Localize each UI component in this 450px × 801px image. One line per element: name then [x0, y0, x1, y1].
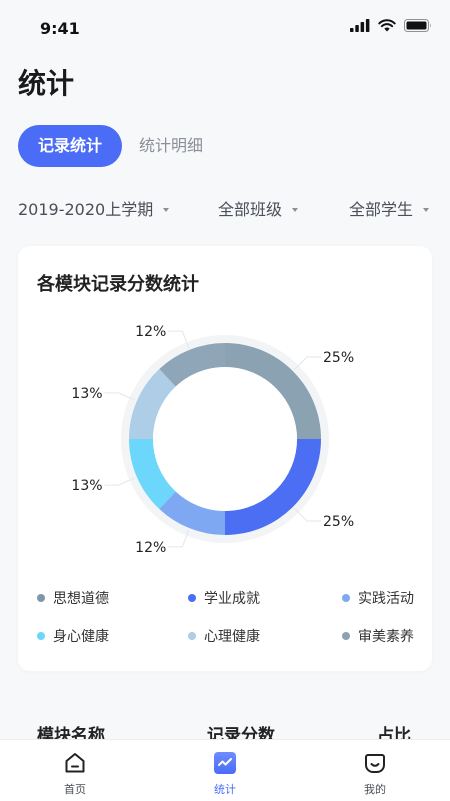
legend-dot	[37, 594, 45, 602]
legend-item: 审美素养	[342, 626, 414, 646]
slice-value-label: 25%	[323, 350, 354, 366]
term-filter-label: 2019-2020上学期	[18, 200, 154, 219]
slice-value-label: 13%	[71, 478, 102, 494]
caret-down-icon	[292, 207, 299, 212]
chart-card: 各模块记录分数统计 25% 25% 12% 13% 13% 12% 思想道德 学业成就 实践活…	[18, 246, 432, 671]
legend-label: 学业成就	[204, 591, 260, 607]
legend-item: 学业成就	[188, 588, 260, 608]
legend-item: 心理健康	[188, 626, 260, 646]
donut-slice	[225, 439, 321, 535]
label-leader-line	[293, 356, 322, 371]
donut-slice	[159, 491, 225, 535]
legend-dot	[188, 632, 196, 640]
legend-label: 心理健康	[204, 629, 260, 645]
slice-value-label: 25%	[323, 514, 354, 530]
home-icon	[65, 753, 85, 773]
donut-slice	[129, 369, 176, 439]
donut-hole	[153, 367, 297, 511]
legend-label: 审美素养	[358, 629, 414, 645]
legend-label: 身心健康	[53, 629, 109, 645]
battery-icon	[404, 19, 431, 32]
donut-slice	[159, 343, 225, 387]
legend-dot	[188, 594, 196, 602]
donut-chart: 25% 25% 12% 13% 13% 12%	[71, 324, 354, 556]
legend-dot	[342, 594, 350, 602]
legend-dot	[342, 632, 350, 640]
page-title: 统计	[18, 67, 75, 100]
tab-home-label: 首页	[64, 783, 86, 796]
tab-mine-label: 我的	[364, 783, 386, 796]
wifi-icon	[378, 19, 396, 32]
status-bar: 9:41	[0, 0, 450, 50]
legend-dot	[37, 632, 45, 640]
slice-value-label: 13%	[71, 386, 102, 402]
tab-stats-label: 统计	[214, 783, 236, 796]
legend-label: 思想道德	[53, 591, 109, 607]
donut-slice	[129, 439, 176, 509]
legend-item: 身心健康	[37, 626, 109, 646]
student-filter-label: 全部学生	[349, 200, 414, 219]
slice-value-label: 12%	[135, 324, 166, 340]
tab-stats[interactable]: 统计	[170, 740, 280, 801]
tab-stats-detail[interactable]: 统计明细	[139, 136, 204, 155]
legend-item: 实践活动	[342, 588, 414, 608]
slice-value-label: 12%	[135, 540, 166, 556]
cellular-signal-icon	[350, 19, 370, 32]
chart-trend-icon	[214, 752, 236, 774]
legend-item: 思想道德	[37, 588, 109, 608]
status-time: 9:41	[40, 19, 80, 38]
chart-title: 各模块记录分数统计	[37, 274, 199, 295]
class-filter[interactable]: 全部班级	[218, 196, 299, 224]
legend-label: 实践活动	[358, 591, 414, 607]
label-leader-line	[168, 330, 190, 349]
tab-record-stats[interactable]: 记录统计	[18, 125, 122, 167]
tab-mine[interactable]: 我的	[320, 740, 430, 801]
label-leader-line	[168, 529, 190, 548]
student-filter[interactable]: 全部学生	[349, 196, 430, 224]
status-icons	[350, 19, 432, 32]
label-leader-line	[104, 392, 136, 401]
term-filter[interactable]: 2019-2020上学期	[18, 196, 170, 224]
chart-legend: 思想道德 学业成就 实践活动身心健康 心理健康 审美素养	[18, 588, 432, 658]
caret-down-icon	[163, 207, 170, 212]
class-filter-label: 全部班级	[218, 200, 283, 219]
tab-home[interactable]: 首页	[20, 740, 130, 801]
label-leader-line	[293, 507, 322, 522]
label-leader-line	[104, 477, 136, 486]
smile-face-icon	[365, 754, 385, 773]
bottom-tab-bar: 首页 统计 我的	[0, 739, 450, 801]
caret-down-icon	[423, 207, 430, 212]
donut-slice	[225, 343, 321, 439]
